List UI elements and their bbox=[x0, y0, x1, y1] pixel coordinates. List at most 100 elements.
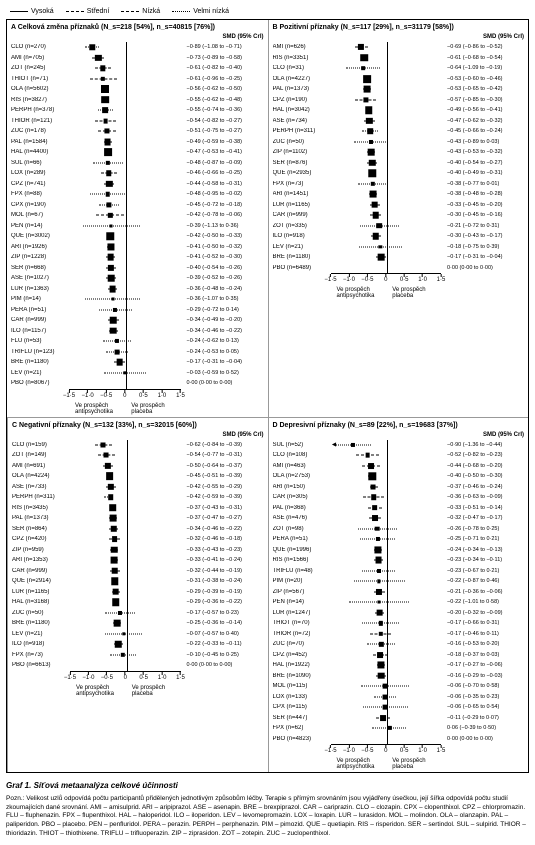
legend-line bbox=[172, 11, 190, 12]
point-marker bbox=[107, 254, 114, 261]
forest-row: OLA (n=4227) −0·53 (−0·60 to −0·46) bbox=[273, 74, 525, 85]
row-plot bbox=[70, 650, 184, 661]
row-label: CPX (n=190) bbox=[11, 202, 69, 208]
row-plot bbox=[70, 587, 184, 598]
row-label: PEN (n=14) bbox=[273, 599, 331, 605]
row-smd: −0·23 (−0·67 to 0·21) bbox=[444, 568, 524, 574]
tick: 0·5 bbox=[400, 274, 409, 283]
row-label: ILO (n=918) bbox=[12, 641, 70, 647]
point-marker bbox=[365, 107, 372, 114]
point-marker bbox=[373, 233, 379, 239]
row-label: PBO (n=8067) bbox=[11, 380, 69, 386]
row-label: ARI (n=1926) bbox=[11, 244, 69, 250]
zero-line bbox=[126, 53, 127, 64]
row-smd: −0·03 (−0·59 to 0·52) bbox=[184, 370, 264, 376]
row-plot bbox=[331, 671, 445, 682]
legend: VysokáStředníNízkáVelmi nízká bbox=[6, 6, 529, 19]
legend-label: Střední bbox=[87, 8, 110, 15]
point-marker bbox=[113, 308, 117, 312]
row-label: FPX (n=73) bbox=[12, 652, 70, 658]
point-marker bbox=[111, 526, 117, 532]
zero-line bbox=[387, 95, 388, 106]
zero-line bbox=[387, 126, 388, 137]
row-smd: −0·49 (−0·56 to −0·41) bbox=[444, 107, 524, 113]
row-label: TRIFLU (n=123) bbox=[11, 349, 69, 355]
zero-line bbox=[387, 545, 388, 556]
tick: 0 bbox=[384, 274, 387, 283]
row-plot bbox=[331, 137, 445, 148]
row-plot bbox=[331, 179, 445, 190]
tick: −1·0 bbox=[343, 745, 355, 754]
tick: −1·0 bbox=[343, 274, 355, 283]
row-label: OLA (n=2753) bbox=[273, 473, 331, 479]
zero-line bbox=[387, 158, 388, 169]
point-marker bbox=[365, 453, 370, 458]
row-plot bbox=[70, 450, 184, 461]
row-smd: −0·44 (−0·68 to −0·20) bbox=[444, 463, 524, 469]
point-marker bbox=[115, 339, 119, 343]
row-smd: −0·17 (−0·31 to −0·04) bbox=[444, 254, 524, 260]
point-marker bbox=[373, 212, 380, 219]
zero-line bbox=[387, 660, 388, 671]
row-label: ZUC (n=70) bbox=[273, 641, 331, 647]
row-smd: −0·53 (−0·60 to −0·46) bbox=[444, 76, 524, 82]
forest-row: PBO (n=8067)0·00 (0·00 to 0·00) bbox=[11, 378, 264, 389]
point-marker bbox=[106, 472, 114, 480]
zero-line bbox=[387, 587, 388, 598]
point-marker bbox=[106, 181, 112, 187]
zero-line bbox=[127, 492, 128, 503]
row-plot bbox=[69, 221, 184, 232]
forest-row: LEV (n=21)−0·07 (−0·57 to 0·40) bbox=[12, 629, 264, 640]
point-marker bbox=[106, 233, 113, 240]
row-plot bbox=[70, 566, 184, 577]
point-marker bbox=[379, 632, 383, 636]
row-smd: −0·33 (−0·51 to −0·14) bbox=[444, 505, 524, 511]
row-label: BRE (n=1180) bbox=[273, 254, 331, 260]
forest-row: SUL (n=66)−0·48 (−0·87 to −0·09) bbox=[11, 158, 264, 169]
zero-line bbox=[127, 482, 128, 493]
row-smd: −0·34 (−0·46 to −0·22) bbox=[184, 526, 264, 532]
row-label: CPX (n=115) bbox=[273, 704, 331, 710]
point-marker bbox=[109, 504, 117, 512]
tick: −1·5 bbox=[324, 745, 336, 754]
row-plot bbox=[69, 315, 184, 326]
row-plot bbox=[69, 336, 184, 347]
x-axis: −1·5−1·0−0·500·51·01·5 bbox=[331, 744, 442, 758]
row-plot bbox=[69, 231, 184, 242]
row-label: CLO (n=31) bbox=[273, 65, 331, 71]
caption: Graf 1. Síťová metaanalýza celkové účinn… bbox=[6, 781, 529, 839]
row-label: ZUC (n=50) bbox=[273, 139, 331, 145]
forest-row: ZIP (n=567)−0·21 (−0·36 to −0·06) bbox=[273, 587, 525, 598]
row-plot bbox=[331, 660, 445, 671]
forest-row: PERPH (n=311)−0·45 (−0·66 to −0·24) bbox=[273, 126, 525, 137]
point-marker bbox=[101, 77, 105, 81]
forest-row: AMI (n=705)−0·73 (−0·89 to −0·58) bbox=[11, 53, 264, 64]
row-plot bbox=[69, 357, 184, 368]
row-label: LUR (n=1165) bbox=[12, 589, 70, 595]
row-smd: −0·43 (−0·53 to −0·32) bbox=[444, 149, 524, 155]
row-smd: −0·24 (−0·53 to 0·05) bbox=[184, 349, 264, 355]
forest-row: QUE (n=3002)−0·42 (−0·50 to −0·33) bbox=[11, 231, 264, 242]
forest-row: LUR (n=1165)−0·33 (−0·45 to −0·20) bbox=[273, 200, 525, 211]
row-smd: −0·36 (−0·63 to −0·09) bbox=[444, 494, 524, 500]
point-marker bbox=[377, 652, 383, 658]
row-label: CPZ (n=420) bbox=[12, 536, 70, 542]
row-smd: −0·17 (−0·27 to −0·06) bbox=[444, 662, 524, 668]
row-plot bbox=[69, 74, 184, 85]
zero-line bbox=[387, 608, 388, 619]
page: VysokáStředníNízkáVelmi nízká A Celková … bbox=[0, 0, 535, 845]
row-label: LUR (n=1165) bbox=[273, 202, 331, 208]
point-marker bbox=[109, 515, 116, 522]
row-label: OLA (n=4227) bbox=[273, 76, 331, 82]
point-marker bbox=[95, 55, 101, 61]
axis-labels: Ve prospěch antipsychotikaVe prospěch pl… bbox=[331, 758, 442, 770]
row-plot bbox=[69, 284, 184, 295]
col-smd: SMD (95% CrI) bbox=[448, 34, 524, 40]
point-marker bbox=[368, 170, 375, 177]
forest-row: SER (n=876)−0·40 (−0·54 to −0·27) bbox=[273, 158, 525, 169]
forest-row: ZOT (n=245)−0·61 (−0·82 to −0·40) bbox=[11, 63, 264, 74]
forest-row: HAL (n=3168)−0·29 (−0·36 to −0·22) bbox=[12, 597, 264, 608]
point-marker bbox=[109, 285, 116, 292]
row-smd: −0·37 (−0·46 to −0·24) bbox=[444, 484, 524, 490]
row-label: ZUC (n=50) bbox=[12, 610, 70, 616]
